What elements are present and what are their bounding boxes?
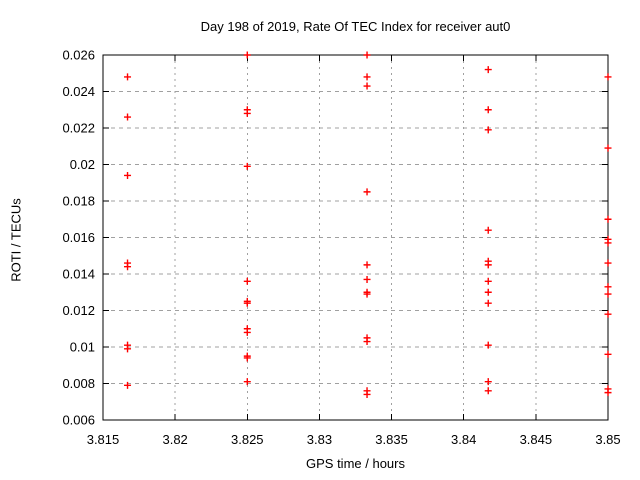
data-point — [363, 82, 371, 90]
data-point — [243, 328, 251, 336]
y-tick-label: 0.008 — [62, 376, 95, 391]
data-point — [124, 113, 132, 121]
x-tick-labels: 3.815 3.82 3.825 3.83 3.835 3.84 3.845 3.85 — [87, 432, 621, 447]
y-tick-label: 0.026 — [62, 48, 95, 63]
data-point — [484, 299, 492, 307]
data-point — [363, 390, 371, 398]
data-point — [124, 381, 132, 389]
axis-ticks — [102, 54, 609, 421]
data-point — [243, 354, 251, 362]
data-point — [484, 387, 492, 395]
data-point — [484, 226, 492, 234]
data-point — [604, 283, 612, 291]
data-point — [604, 144, 612, 152]
data-point — [363, 51, 371, 59]
y-tick-label: 0.012 — [62, 303, 95, 318]
data-point — [604, 259, 612, 267]
y-tick-label: 0.006 — [62, 413, 95, 428]
data-point — [484, 126, 492, 134]
y-tick-label: 0.022 — [62, 121, 95, 136]
data-point — [124, 171, 132, 179]
data-point — [124, 345, 132, 353]
data-point — [363, 188, 371, 196]
x-tick-label: 3.825 — [231, 432, 264, 447]
data-point — [243, 378, 251, 386]
data-point — [604, 310, 612, 318]
y-tick-label: 0.018 — [62, 194, 95, 209]
y-tick-label: 0.02 — [70, 157, 95, 172]
x-tick-label: 3.84 — [451, 432, 476, 447]
x-tick-label: 3.83 — [307, 432, 332, 447]
x-tick-label: 3.85 — [595, 432, 620, 447]
data-point — [243, 51, 251, 59]
data-point — [243, 109, 251, 117]
data-point — [604, 215, 612, 223]
data-point — [363, 73, 371, 81]
data-point — [484, 341, 492, 349]
y-tick-label: 0.016 — [62, 230, 95, 245]
data-point — [124, 73, 132, 81]
data-point — [124, 263, 132, 271]
y-tick-label: 0.01 — [70, 340, 95, 355]
data-point — [604, 290, 612, 298]
grid-lines — [103, 55, 608, 420]
data-point — [243, 277, 251, 285]
chart-title: Day 198 of 2019, Rate Of TEC Index for r… — [200, 19, 511, 34]
data-point — [484, 261, 492, 269]
y-tick-labels: 0.006 0.008 0.01 0.012 0.014 0.016 0.018 0.02 0.… — [62, 48, 95, 428]
x-tick-label: 3.845 — [520, 432, 553, 447]
data-point — [243, 162, 251, 170]
data-point — [604, 73, 612, 81]
x-tick-label: 3.82 — [162, 432, 187, 447]
x-axis-title: GPS time / hours — [306, 456, 405, 471]
data-point — [363, 275, 371, 283]
data-points — [124, 51, 612, 398]
data-point — [604, 350, 612, 358]
data-point — [363, 290, 371, 298]
y-tick-label: 0.014 — [62, 267, 95, 282]
data-point — [484, 288, 492, 296]
x-tick-label: 3.815 — [87, 432, 120, 447]
data-point — [363, 261, 371, 269]
data-point — [604, 239, 612, 247]
y-tick-label: 0.024 — [62, 84, 95, 99]
data-point — [484, 277, 492, 285]
data-point — [604, 389, 612, 397]
data-point — [363, 338, 371, 346]
data-point — [484, 378, 492, 386]
data-point — [484, 66, 492, 74]
x-tick-label: 3.835 — [375, 432, 408, 447]
data-point — [484, 106, 492, 114]
data-point — [243, 299, 251, 307]
